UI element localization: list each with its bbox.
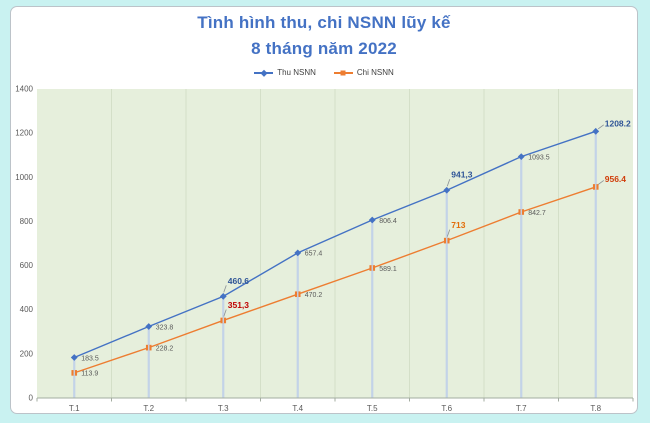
drop-lines bbox=[73, 131, 597, 398]
data-point-marker bbox=[70, 354, 78, 361]
chart-card: Tình hình thu, chi NSNN lũy kế 8 tháng n… bbox=[10, 6, 638, 414]
svg-text:941,3: 941,3 bbox=[451, 170, 473, 180]
svg-text:T.4: T.4 bbox=[292, 404, 303, 413]
legend-label-thu-nsnn: Thu NSNN bbox=[277, 68, 316, 77]
x-axis bbox=[36, 397, 634, 402]
svg-text:806.4: 806.4 bbox=[379, 218, 397, 225]
data-point-marker bbox=[592, 127, 600, 135]
svg-text:1000: 1000 bbox=[15, 173, 33, 182]
chart-title-line2: 8 tháng năm 2022 bbox=[251, 39, 397, 58]
svg-text:228.2: 228.2 bbox=[156, 345, 174, 352]
svg-text:470.2: 470.2 bbox=[305, 292, 323, 299]
data-point-marker bbox=[443, 186, 451, 194]
chart-title: Tình hình thu, chi NSNN lũy kế 8 tháng n… bbox=[11, 10, 637, 62]
svg-text:1093.5: 1093.5 bbox=[528, 154, 550, 161]
svg-text:T.5: T.5 bbox=[367, 404, 378, 413]
svg-text:T.1: T.1 bbox=[69, 404, 80, 413]
svg-text:1400: 1400 bbox=[15, 85, 33, 94]
svg-text:956.4: 956.4 bbox=[605, 174, 627, 184]
svg-text:657.4: 657.4 bbox=[305, 251, 323, 258]
svg-text:589.1: 589.1 bbox=[379, 266, 397, 273]
chart-title-line1: Tình hình thu, chi NSNN lũy kế bbox=[197, 13, 451, 32]
legend-item-thu-nsnn[interactable]: Thu NSNN bbox=[254, 68, 316, 77]
svg-text:713: 713 bbox=[451, 220, 465, 230]
svg-text:323.8: 323.8 bbox=[156, 324, 174, 331]
svg-text:113.9: 113.9 bbox=[81, 371, 98, 378]
gridlines bbox=[111, 89, 559, 398]
svg-text:600: 600 bbox=[20, 261, 34, 270]
chart-legend: Thu NSNN Chi NSNN bbox=[11, 68, 637, 77]
svg-text:T.6: T.6 bbox=[441, 404, 452, 413]
data-point-marker bbox=[294, 249, 302, 257]
svg-text:351,3: 351,3 bbox=[228, 300, 250, 310]
svg-text:460.6: 460.6 bbox=[228, 276, 250, 286]
series-thu-nsnn: 183.5 323.8 460.6 657.4 806.4 941,3 1093.5 1208… bbox=[70, 118, 631, 362]
svg-text:T.7: T.7 bbox=[516, 404, 527, 413]
x-axis-category-labels: T.1 T.2 T.3 T.4 T.5 T.6 T.7 T.8 bbox=[69, 404, 602, 413]
svg-text:842.7: 842.7 bbox=[528, 210, 546, 217]
svg-text:1208.2: 1208.2 bbox=[605, 118, 631, 128]
svg-text:183.5: 183.5 bbox=[81, 355, 99, 362]
data-point-marker bbox=[219, 292, 227, 300]
data-point-marker bbox=[368, 216, 376, 224]
svg-text:T.2: T.2 bbox=[143, 404, 154, 413]
svg-text:0: 0 bbox=[29, 394, 34, 403]
svg-text:200: 200 bbox=[20, 349, 34, 358]
legend-item-chi-nsnn[interactable]: Chi NSNN bbox=[333, 68, 394, 77]
svg-text:400: 400 bbox=[20, 305, 34, 314]
data-point-marker bbox=[145, 323, 153, 330]
svg-text:1200: 1200 bbox=[15, 129, 33, 138]
chart-canvas: 0 200 400 600 800 1000 1200 1400 T.1 T.2 T.3 T.4 T.5… bbox=[15, 85, 634, 413]
series-chi-nsnn: 113.9 228.2 351,3 470.2 589.1 713 842.7 956.4 bbox=[71, 174, 626, 378]
data-point-marker bbox=[517, 153, 525, 161]
legend-label-chi-nsnn: Chi NSNN bbox=[356, 68, 394, 77]
chi-series-line-marker-icon bbox=[333, 70, 353, 75]
y-axis-tick-labels: 0 200 400 600 800 1000 1200 1400 bbox=[15, 85, 33, 403]
chart-plot-area: 0 200 400 600 800 1000 1200 1400 T.1 T.2 T.3 T.4 T.5… bbox=[11, 7, 637, 413]
svg-text:800: 800 bbox=[20, 217, 34, 226]
svg-text:T.3: T.3 bbox=[218, 404, 229, 413]
svg-text:T.8: T.8 bbox=[590, 404, 601, 413]
thu-series-line-marker-icon bbox=[254, 69, 274, 76]
